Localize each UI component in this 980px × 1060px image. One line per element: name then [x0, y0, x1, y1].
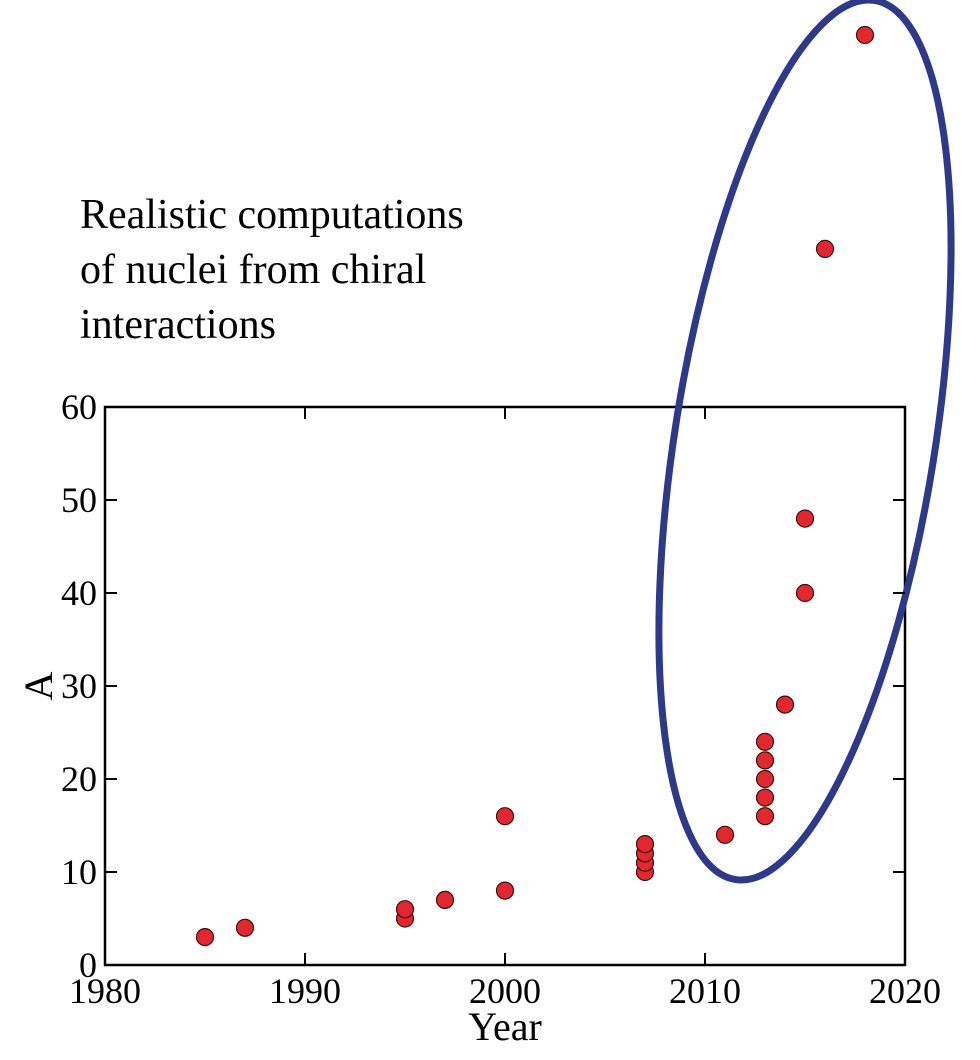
y-tick-label: 50 [61, 480, 97, 520]
data-point [495, 807, 515, 826]
annotation: Realistic computations [80, 192, 464, 238]
y-tick-label: 60 [61, 387, 97, 427]
x-tick-label: 2020 [869, 971, 941, 1011]
data-point [755, 807, 775, 826]
x-axis-title: Year [468, 1004, 542, 1049]
x-tick-label: 1980 [69, 971, 141, 1011]
data-point [755, 788, 775, 807]
y-tick-label: 20 [61, 759, 97, 799]
data-point [235, 918, 255, 937]
highlight-ellipse [655, 0, 955, 884]
data-point [815, 239, 835, 258]
y-tick-label: 30 [61, 666, 97, 706]
plot-frame [103, 405, 907, 967]
y-axis-title: A [16, 671, 61, 700]
data-point [795, 509, 815, 528]
data-point [195, 927, 215, 947]
data-point [795, 583, 815, 603]
x-tick-label: 2010 [669, 971, 741, 1011]
x-tick-label: 1990 [269, 971, 341, 1011]
data-point [755, 769, 775, 789]
x-tick-label: 2000 [469, 971, 541, 1011]
y-tick-label: 40 [61, 573, 97, 613]
annotation: interactions [80, 302, 276, 348]
annotation: of nuclei from chiral [80, 247, 426, 293]
data-point [435, 890, 455, 910]
data-point [635, 834, 655, 854]
data-point [715, 825, 735, 844]
annotation-group: Realistic computations of nuclei from ch… [80, 192, 464, 348]
data-point [395, 900, 415, 919]
data-point [755, 732, 775, 751]
y-tick-label: 0 [79, 945, 97, 985]
data-point [495, 881, 515, 900]
data-point [855, 25, 875, 45]
data-point [775, 695, 795, 714]
data-point [755, 751, 775, 770]
y-tick-label: 10 [61, 852, 97, 892]
